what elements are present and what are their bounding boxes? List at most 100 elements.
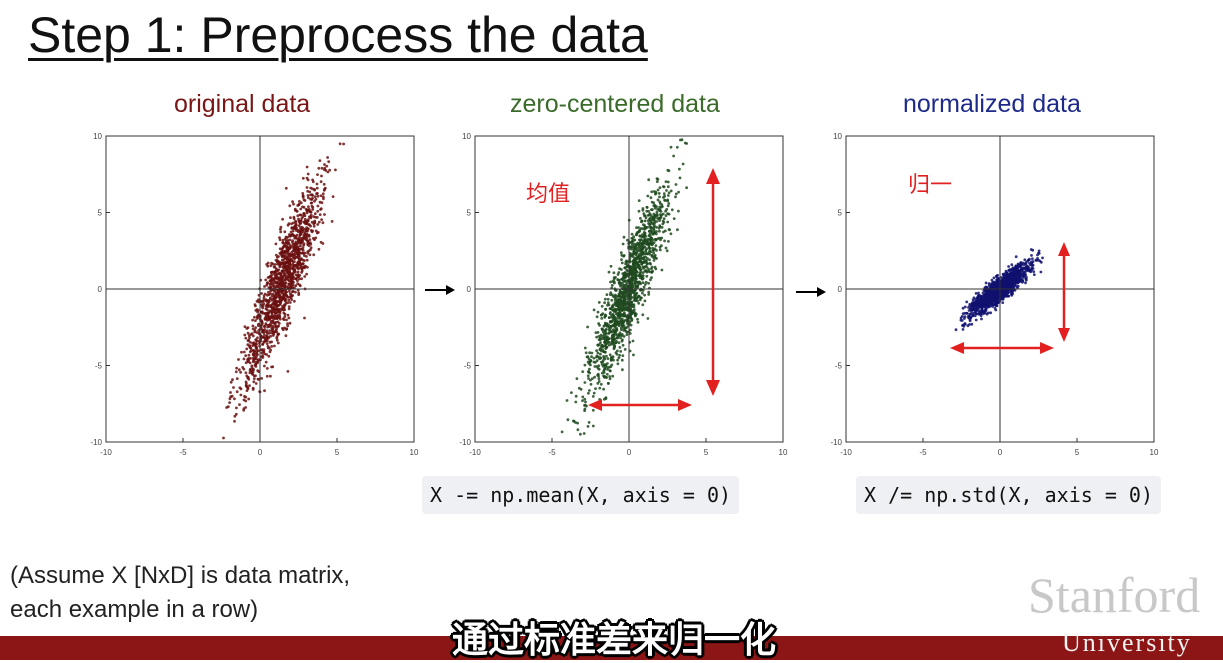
data-point (647, 281, 650, 285)
data-point (281, 284, 285, 288)
data-point (264, 299, 268, 303)
data-point (233, 419, 236, 423)
data-point (677, 209, 680, 213)
data-point (656, 188, 660, 192)
data-point (681, 162, 685, 166)
data-point (635, 226, 638, 230)
note-line-2: each example in a row) (10, 596, 259, 623)
data-point (306, 178, 310, 182)
data-point (992, 276, 996, 280)
data-point (296, 204, 300, 207)
data-point (248, 371, 252, 375)
data-point (316, 194, 320, 198)
data-point (252, 351, 256, 355)
data-point (310, 204, 314, 208)
data-point (565, 399, 569, 402)
data-point (299, 239, 303, 243)
data-point (587, 391, 590, 395)
data-point (645, 252, 649, 256)
data-point (609, 357, 613, 360)
data-point (616, 316, 620, 320)
data-point (594, 387, 597, 390)
data-point (639, 268, 643, 271)
data-point (294, 236, 297, 240)
double-arrow-vertical-icon (706, 168, 720, 396)
data-point (631, 239, 635, 243)
data-point (268, 329, 272, 333)
data-point (589, 382, 593, 386)
data-point (633, 272, 636, 276)
data-point (288, 269, 291, 273)
data-point (616, 358, 619, 362)
data-point (614, 323, 618, 327)
data-point (246, 331, 250, 335)
data-point (275, 307, 279, 311)
data-point (658, 248, 662, 252)
data-point (326, 170, 330, 174)
data-point (289, 216, 292, 220)
data-point (629, 279, 633, 283)
data-point (634, 312, 638, 316)
data-point (244, 371, 248, 375)
data-point (971, 314, 975, 318)
data-point (574, 400, 578, 404)
data-point (262, 340, 266, 344)
data-point (974, 318, 978, 322)
data-point (315, 182, 319, 186)
data-point (239, 393, 243, 397)
data-point (647, 290, 651, 294)
data-point (293, 226, 297, 230)
data-point (642, 212, 646, 216)
data-point (300, 247, 304, 251)
data-point (615, 333, 619, 337)
data-point (652, 241, 656, 245)
data-point (319, 208, 322, 211)
data-point (609, 330, 613, 334)
data-point (301, 215, 305, 219)
data-point (296, 282, 300, 286)
data-point (643, 299, 647, 303)
data-point (309, 216, 313, 220)
data-point (606, 297, 610, 301)
data-point (619, 301, 623, 305)
data-point (560, 430, 564, 434)
data-point (275, 275, 279, 279)
data-point (270, 326, 273, 330)
data-point (608, 377, 612, 381)
data-point (254, 357, 258, 361)
data-point (281, 217, 284, 221)
data-point (603, 315, 607, 319)
data-point (250, 349, 253, 353)
data-point (246, 343, 250, 347)
data-point (619, 336, 622, 340)
y-tick-label: 0 (467, 285, 472, 294)
data-point (662, 220, 666, 224)
data-point (633, 296, 637, 300)
data-point (319, 180, 323, 184)
data-point (649, 278, 652, 282)
scatter-original: -10 -5 0 5 10 10 5 0 -5 -10 (90, 132, 419, 457)
data-point (680, 138, 684, 142)
data-point (986, 290, 990, 294)
data-point (630, 296, 634, 299)
data-point (251, 318, 255, 322)
data-point (271, 334, 275, 337)
data-point (1032, 270, 1036, 273)
data-point (611, 294, 615, 298)
data-point (677, 190, 680, 194)
data-point (587, 370, 590, 374)
data-point (307, 234, 311, 238)
data-point (313, 188, 316, 191)
data-point (310, 201, 314, 205)
y-tick-label: -10 (830, 438, 842, 447)
data-point (603, 350, 607, 354)
data-point (655, 257, 658, 260)
data-point (601, 345, 605, 349)
data-point (666, 194, 670, 197)
data-point (963, 317, 966, 320)
data-point (603, 297, 607, 301)
data-point (1001, 301, 1005, 304)
data-point (650, 267, 653, 271)
data-point (290, 250, 294, 254)
data-point (954, 328, 958, 332)
